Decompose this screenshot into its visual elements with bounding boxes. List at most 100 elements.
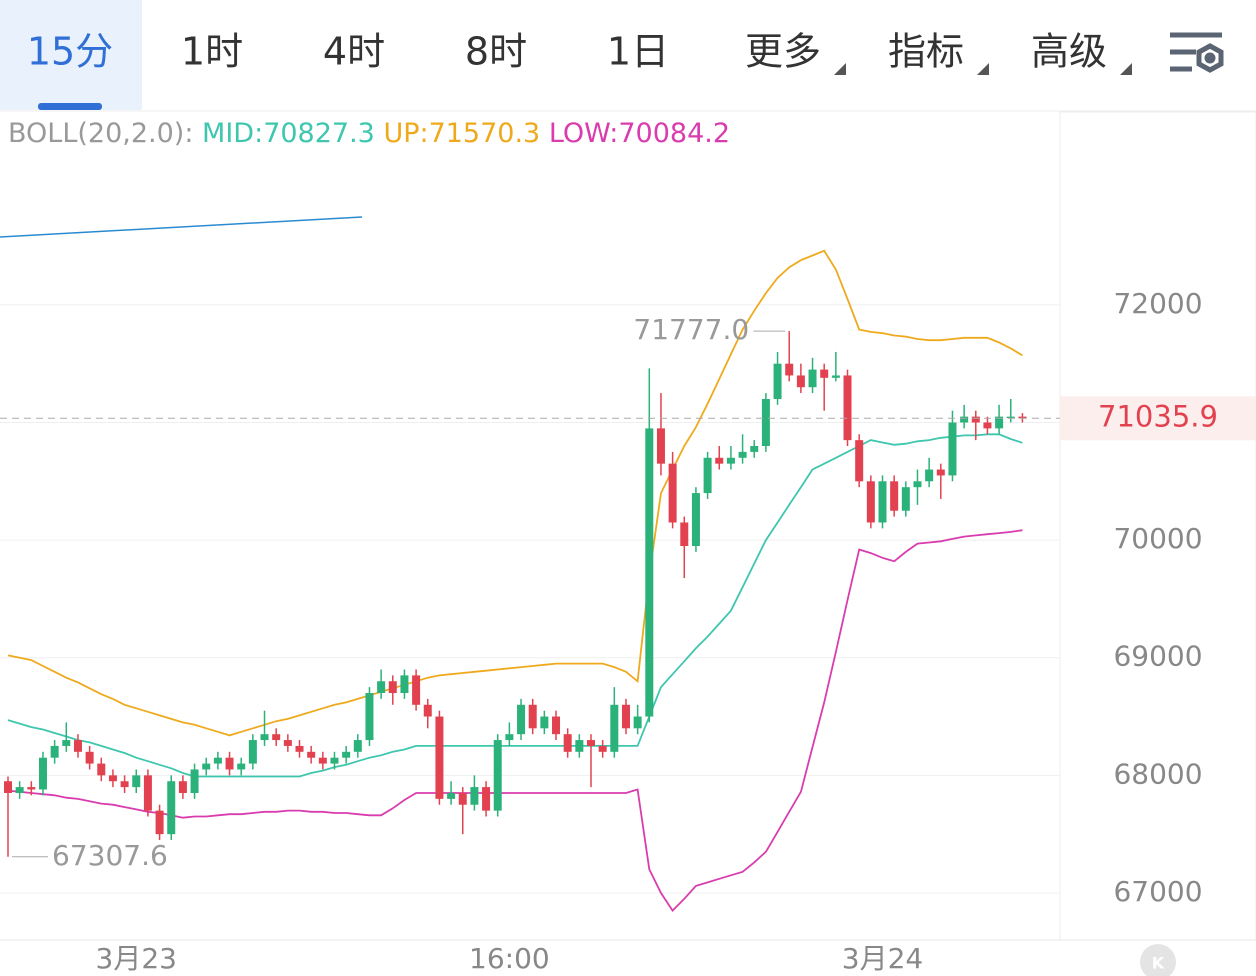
candle-body xyxy=(353,740,362,752)
candle-body xyxy=(213,757,222,764)
k-icon[interactable] xyxy=(1140,944,1176,976)
candle-body xyxy=(365,693,374,741)
max-label: 71777.0 xyxy=(633,313,749,346)
y-tick-label: 67000 xyxy=(1113,875,1202,908)
candle-body xyxy=(738,451,747,458)
candle-body xyxy=(995,416,1004,429)
candle-body xyxy=(120,781,129,788)
legend-name: LOW: xyxy=(549,118,619,149)
tab[interactable]: 更多 xyxy=(745,30,821,74)
candle-body xyxy=(108,775,117,782)
legend-value: 71570.3 xyxy=(429,118,541,149)
candle-body xyxy=(85,751,94,764)
candle-body xyxy=(691,493,700,546)
candle-body xyxy=(377,681,386,694)
candle-body xyxy=(971,416,980,423)
candle-body xyxy=(808,369,817,388)
x-tick-label: 3月24 xyxy=(842,942,923,975)
tab[interactable]: 1日 xyxy=(607,30,669,74)
candle-body xyxy=(62,740,71,746)
candle-body xyxy=(295,745,304,752)
candle-body xyxy=(610,704,619,752)
y-tick-label: 72000 xyxy=(1113,287,1202,320)
candle-body xyxy=(540,716,549,729)
candle-body xyxy=(598,745,607,752)
candle-body xyxy=(913,481,922,488)
candle-body xyxy=(225,757,234,770)
candle-body xyxy=(621,704,630,729)
candle-body xyxy=(307,751,316,758)
candle-body xyxy=(843,375,852,441)
plot: 6700068000690007000071000720003月2316:003… xyxy=(0,249,1256,975)
candle-body xyxy=(482,787,491,811)
candle-body xyxy=(552,716,561,735)
candle-body xyxy=(155,810,164,835)
settings-icon[interactable] xyxy=(1170,32,1224,73)
candle-body xyxy=(890,481,899,511)
candle-body xyxy=(260,734,269,741)
boll-line xyxy=(7,529,1023,913)
dropdown-markers xyxy=(834,63,1132,75)
candle-body xyxy=(587,740,595,746)
candle-body xyxy=(400,675,409,694)
candle-body xyxy=(855,440,864,482)
legend-text: BOLL(20,2.0): MID:70827.3 UP:71570.3 LOW… xyxy=(8,118,730,149)
boll-line xyxy=(7,433,1023,778)
candle-body xyxy=(423,704,432,717)
boll-line xyxy=(7,249,1023,737)
legend: BOLL(20,2.0): MID:70827.3 UP:71570.3 LOW… xyxy=(8,118,730,149)
candle-body xyxy=(680,522,689,546)
x-tick-label: 3月23 xyxy=(96,942,177,975)
candle-body xyxy=(528,704,537,729)
candle-body xyxy=(412,675,421,705)
candle-body xyxy=(925,469,934,482)
candle-body xyxy=(633,716,642,729)
active-tab-bg xyxy=(0,0,142,110)
candle-body xyxy=(761,398,770,447)
candle-body xyxy=(342,751,351,758)
candle-body xyxy=(237,763,246,770)
candle-body xyxy=(458,792,467,805)
legend-value: 70084.2 xyxy=(618,118,730,149)
y-tick-label: 69000 xyxy=(1113,640,1202,673)
tab[interactable]: 15分 xyxy=(27,30,113,74)
candle-body xyxy=(796,375,805,388)
price-axis-panel xyxy=(1059,111,1256,941)
candle-body xyxy=(167,781,176,835)
candle-body xyxy=(750,446,759,452)
candle-body xyxy=(248,740,257,764)
candle-body xyxy=(960,416,969,423)
candle-body xyxy=(73,740,82,752)
candle-body xyxy=(645,428,654,717)
candle-body xyxy=(820,369,829,378)
candle-body xyxy=(936,469,945,476)
y-tick-label: 70000 xyxy=(1113,522,1202,555)
trend-line-drawing xyxy=(0,216,363,238)
x-tick-label: 16:00 xyxy=(469,942,550,975)
k-icon-label: K xyxy=(1152,954,1165,973)
tab[interactable]: 8时 xyxy=(465,30,527,74)
active-tab-indicator xyxy=(38,103,102,110)
current-price-box xyxy=(1060,396,1256,441)
current-price-label: 71035.9 xyxy=(1098,399,1218,433)
tab[interactable]: 高级 xyxy=(1031,30,1107,74)
y-tick-label: 68000 xyxy=(1113,757,1202,790)
candle-body xyxy=(50,745,59,758)
tab[interactable]: 指标 xyxy=(888,30,964,74)
candle-body xyxy=(435,716,444,799)
candle-body xyxy=(38,757,47,790)
candle-body xyxy=(656,428,665,464)
candle-body xyxy=(283,740,292,746)
tab[interactable]: 1时 xyxy=(181,30,243,74)
candle-body xyxy=(493,740,502,811)
candle-body xyxy=(202,763,211,770)
legend-value: 70827.3 xyxy=(263,118,375,149)
candle-body xyxy=(726,457,735,464)
indicator-name: BOLL(20,2.0): xyxy=(8,118,193,149)
candle-body xyxy=(97,763,106,776)
tab[interactable]: 4时 xyxy=(323,30,385,74)
candle-body xyxy=(272,734,281,741)
candle-body xyxy=(668,463,677,523)
candle-body xyxy=(143,775,152,811)
